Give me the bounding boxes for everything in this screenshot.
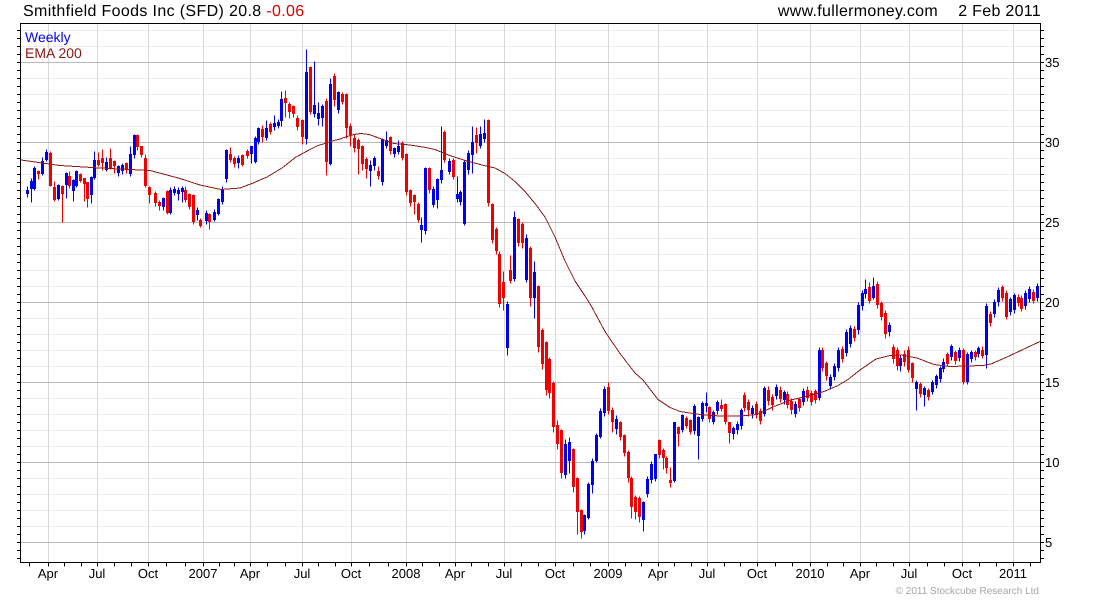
- svg-text:Apr: Apr: [648, 566, 669, 581]
- svg-text:Oct: Oct: [952, 566, 973, 581]
- svg-text:35: 35: [1045, 55, 1059, 70]
- svg-text:Oct: Oct: [138, 566, 159, 581]
- svg-text:Jul: Jul: [89, 566, 106, 581]
- svg-text:2 Feb 2011: 2 Feb 2011: [958, 3, 1041, 20]
- svg-text:Oct: Oct: [341, 566, 362, 581]
- svg-text:30: 30: [1045, 135, 1059, 150]
- svg-text:Oct: Oct: [747, 566, 768, 581]
- svg-text:Oct: Oct: [545, 566, 566, 581]
- svg-text:2009: 2009: [594, 566, 623, 581]
- svg-text:2011: 2011: [999, 566, 1027, 581]
- svg-text:Apr: Apr: [445, 566, 466, 581]
- svg-text:15: 15: [1045, 375, 1059, 390]
- svg-text:2008: 2008: [392, 566, 421, 581]
- svg-text:Jul: Jul: [901, 566, 918, 581]
- svg-text:Jul: Jul: [699, 566, 716, 581]
- svg-text:Apr: Apr: [38, 566, 59, 581]
- svg-text:Apr: Apr: [240, 566, 261, 581]
- svg-text:2007: 2007: [189, 566, 218, 581]
- svg-text:2010: 2010: [796, 566, 825, 581]
- svg-text:Jul: Jul: [496, 566, 513, 581]
- svg-text:Apr: Apr: [850, 566, 871, 581]
- svg-text:© 2011 Stockcube Research Ltd: © 2011 Stockcube Research Ltd: [896, 586, 1039, 597]
- svg-text:www.fullermoney.com: www.fullermoney.com: [777, 3, 938, 20]
- svg-text:Weekly: Weekly: [25, 29, 71, 45]
- svg-text:20: 20: [1045, 295, 1059, 310]
- svg-text:Smithfield Foods Inc (SFD) 20.: Smithfield Foods Inc (SFD) 20.8 -0.06: [23, 3, 305, 20]
- svg-text:10: 10: [1045, 455, 1059, 470]
- svg-text:25: 25: [1045, 215, 1059, 230]
- svg-text:5: 5: [1045, 535, 1052, 550]
- svg-text:EMA 200: EMA 200: [25, 45, 82, 61]
- svg-text:Jul: Jul: [294, 566, 311, 581]
